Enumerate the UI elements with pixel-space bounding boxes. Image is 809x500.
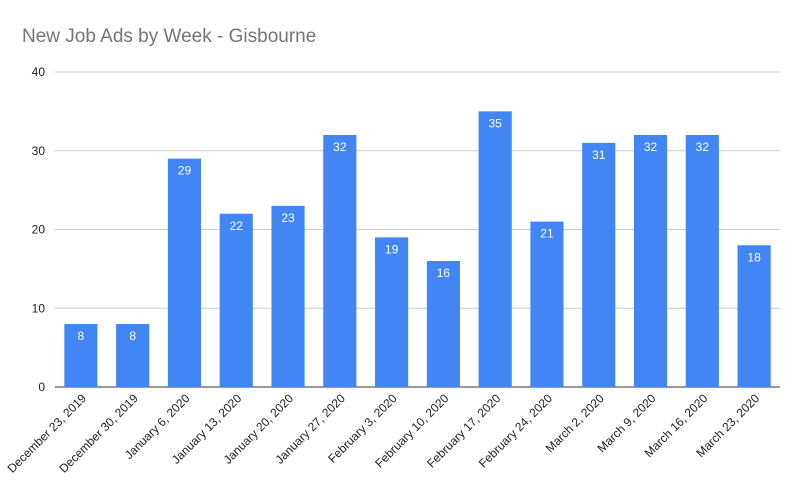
bar (116, 324, 150, 387)
data-labels: 8 8 29 22 23 32 19 16 35 21 31 32 32 18 (78, 116, 762, 343)
bar (530, 221, 564, 387)
y-tick-label: 0 (38, 380, 45, 394)
bar (271, 205, 305, 387)
bar (426, 261, 460, 387)
y-tick-label: 10 (32, 301, 46, 315)
bar (633, 135, 668, 387)
data-label: 23 (281, 211, 295, 225)
data-label: 22 (230, 219, 244, 233)
data-label: 21 (540, 227, 554, 241)
bar (167, 158, 202, 387)
y-axis-ticks: 0 10 20 30 40 (32, 65, 46, 394)
data-label: 32 (333, 140, 347, 154)
bar (219, 213, 253, 387)
data-label: 16 (437, 266, 451, 280)
bar (323, 135, 357, 387)
data-label: 35 (488, 116, 502, 130)
y-tick-label: 40 (32, 65, 46, 79)
data-label: 32 (644, 140, 658, 154)
bar (64, 324, 98, 387)
y-tick-label: 30 (32, 144, 46, 158)
bar (582, 142, 616, 387)
bars (64, 111, 771, 387)
y-tick-label: 20 (32, 223, 46, 237)
data-label: 8 (78, 329, 85, 343)
bar (685, 135, 719, 387)
gridlines (55, 71, 780, 388)
data-label: 31 (592, 148, 606, 162)
data-label: 19 (385, 242, 399, 256)
chart-title: New Job Ads by Week - Gisbourne (22, 26, 317, 47)
data-label: 8 (129, 329, 136, 343)
bar (478, 111, 512, 387)
data-label: 29 (178, 164, 192, 178)
data-label: 18 (747, 250, 761, 264)
bar (375, 237, 409, 387)
data-label: 32 (696, 140, 710, 154)
bar (737, 245, 771, 387)
